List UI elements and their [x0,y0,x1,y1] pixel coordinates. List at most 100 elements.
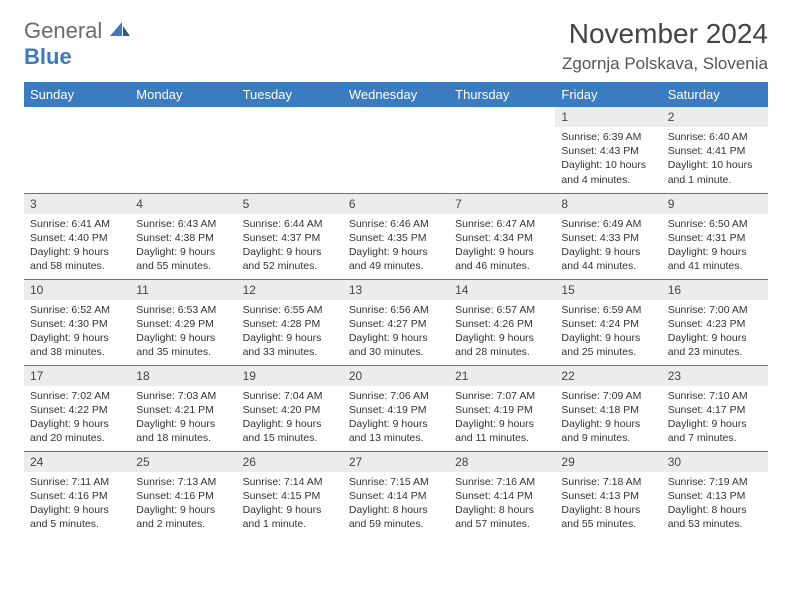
sunset-text: Sunset: 4:34 PM [455,231,549,245]
sunset-text: Sunset: 4:38 PM [136,231,230,245]
daylight-text: Daylight: 9 hours and 55 minutes. [136,245,230,273]
calendar-day-cell [449,107,555,193]
calendar-day-cell [24,107,130,193]
calendar-day-cell: 1Sunrise: 6:39 AMSunset: 4:43 PMDaylight… [555,107,661,193]
daylight-text: Daylight: 9 hours and 20 minutes. [30,417,124,445]
day-data: Sunrise: 7:19 AMSunset: 4:13 PMDaylight:… [662,472,768,536]
day-number: 1 [555,107,661,127]
day-number: 25 [130,452,236,472]
calendar-day-cell: 4Sunrise: 6:43 AMSunset: 4:38 PMDaylight… [130,193,236,279]
day-number: 3 [24,194,130,214]
calendar-day-cell: 7Sunrise: 6:47 AMSunset: 4:34 PMDaylight… [449,193,555,279]
daylight-text: Daylight: 9 hours and 13 minutes. [349,417,443,445]
day-number: 28 [449,452,555,472]
daylight-text: Daylight: 8 hours and 53 minutes. [668,503,762,531]
calendar-day-cell: 15Sunrise: 6:59 AMSunset: 4:24 PMDayligh… [555,279,661,365]
day-number: 4 [130,194,236,214]
daylight-text: Daylight: 9 hours and 2 minutes. [136,503,230,531]
daylight-text: Daylight: 9 hours and 52 minutes. [243,245,337,273]
daylight-text: Daylight: 9 hours and 7 minutes. [668,417,762,445]
sunset-text: Sunset: 4:40 PM [30,231,124,245]
calendar-body: 1Sunrise: 6:39 AMSunset: 4:43 PMDaylight… [24,107,768,537]
month-title: November 2024 [562,18,768,50]
calendar-day-cell: 16Sunrise: 7:00 AMSunset: 4:23 PMDayligh… [662,279,768,365]
sunrise-text: Sunrise: 7:16 AM [455,475,549,489]
sunrise-text: Sunrise: 6:59 AM [561,303,655,317]
sunset-text: Sunset: 4:41 PM [668,144,762,158]
daylight-text: Daylight: 8 hours and 59 minutes. [349,503,443,531]
day-data: Sunrise: 7:03 AMSunset: 4:21 PMDaylight:… [130,386,236,450]
day-number: 30 [662,452,768,472]
sunset-text: Sunset: 4:19 PM [455,403,549,417]
sunrise-text: Sunrise: 7:13 AM [136,475,230,489]
sunrise-text: Sunrise: 6:57 AM [455,303,549,317]
sunset-text: Sunset: 4:26 PM [455,317,549,331]
calendar-day-cell: 24Sunrise: 7:11 AMSunset: 4:16 PMDayligh… [24,451,130,537]
day-number: 19 [237,366,343,386]
calendar-day-cell: 28Sunrise: 7:16 AMSunset: 4:14 PMDayligh… [449,451,555,537]
calendar-table: Sunday Monday Tuesday Wednesday Thursday… [24,82,768,537]
day-data: Sunrise: 6:55 AMSunset: 4:28 PMDaylight:… [237,300,343,364]
day-data: Sunrise: 6:43 AMSunset: 4:38 PMDaylight:… [130,214,236,278]
sunrise-text: Sunrise: 6:55 AM [243,303,337,317]
weekday-header: Thursday [449,82,555,107]
calendar-day-cell [343,107,449,193]
day-number: 16 [662,280,768,300]
day-number: 9 [662,194,768,214]
location: Zgornja Polskava, Slovenia [562,54,768,74]
day-number: 5 [237,194,343,214]
calendar-day-cell: 2Sunrise: 6:40 AMSunset: 4:41 PMDaylight… [662,107,768,193]
calendar-week-row: 10Sunrise: 6:52 AMSunset: 4:30 PMDayligh… [24,279,768,365]
weekday-header: Monday [130,82,236,107]
day-number: 20 [343,366,449,386]
daylight-text: Daylight: 10 hours and 1 minute. [668,158,762,186]
daylight-text: Daylight: 9 hours and 11 minutes. [455,417,549,445]
day-data: Sunrise: 6:56 AMSunset: 4:27 PMDaylight:… [343,300,449,364]
sunrise-text: Sunrise: 6:49 AM [561,217,655,231]
logo: General Blue [24,18,130,70]
sunset-text: Sunset: 4:33 PM [561,231,655,245]
sunset-text: Sunset: 4:14 PM [455,489,549,503]
sunset-text: Sunset: 4:43 PM [561,144,655,158]
daylight-text: Daylight: 9 hours and 38 minutes. [30,331,124,359]
calendar-day-cell: 27Sunrise: 7:15 AMSunset: 4:14 PMDayligh… [343,451,449,537]
sunrise-text: Sunrise: 6:52 AM [30,303,124,317]
calendar-day-cell: 6Sunrise: 6:46 AMSunset: 4:35 PMDaylight… [343,193,449,279]
sunrise-text: Sunrise: 7:19 AM [668,475,762,489]
sunrise-text: Sunrise: 7:11 AM [30,475,124,489]
day-data: Sunrise: 7:11 AMSunset: 4:16 PMDaylight:… [24,472,130,536]
daylight-text: Daylight: 9 hours and 44 minutes. [561,245,655,273]
sunset-text: Sunset: 4:14 PM [349,489,443,503]
day-number: 11 [130,280,236,300]
calendar-week-row: 1Sunrise: 6:39 AMSunset: 4:43 PMDaylight… [24,107,768,193]
sunset-text: Sunset: 4:16 PM [30,489,124,503]
day-number: 12 [237,280,343,300]
calendar-day-cell: 21Sunrise: 7:07 AMSunset: 4:19 PMDayligh… [449,365,555,451]
calendar-day-cell: 17Sunrise: 7:02 AMSunset: 4:22 PMDayligh… [24,365,130,451]
day-data: Sunrise: 7:10 AMSunset: 4:17 PMDaylight:… [662,386,768,450]
calendar-day-cell: 30Sunrise: 7:19 AMSunset: 4:13 PMDayligh… [662,451,768,537]
daylight-text: Daylight: 8 hours and 55 minutes. [561,503,655,531]
day-data: Sunrise: 6:59 AMSunset: 4:24 PMDaylight:… [555,300,661,364]
sunset-text: Sunset: 4:30 PM [30,317,124,331]
calendar-day-cell: 9Sunrise: 6:50 AMSunset: 4:31 PMDaylight… [662,193,768,279]
day-number: 27 [343,452,449,472]
calendar-day-cell: 18Sunrise: 7:03 AMSunset: 4:21 PMDayligh… [130,365,236,451]
day-data: Sunrise: 6:50 AMSunset: 4:31 PMDaylight:… [662,214,768,278]
sunrise-text: Sunrise: 6:56 AM [349,303,443,317]
day-data: Sunrise: 7:15 AMSunset: 4:14 PMDaylight:… [343,472,449,536]
sunset-text: Sunset: 4:13 PM [668,489,762,503]
sunset-text: Sunset: 4:24 PM [561,317,655,331]
day-data: Sunrise: 7:09 AMSunset: 4:18 PMDaylight:… [555,386,661,450]
day-data: Sunrise: 6:39 AMSunset: 4:43 PMDaylight:… [555,127,661,191]
daylight-text: Daylight: 9 hours and 9 minutes. [561,417,655,445]
sunset-text: Sunset: 4:21 PM [136,403,230,417]
daylight-text: Daylight: 9 hours and 41 minutes. [668,245,762,273]
calendar-page: General Blue November 2024 Zgornja Polsk… [0,0,792,537]
daylight-text: Daylight: 9 hours and 35 minutes. [136,331,230,359]
daylight-text: Daylight: 9 hours and 46 minutes. [455,245,549,273]
day-data: Sunrise: 6:47 AMSunset: 4:34 PMDaylight:… [449,214,555,278]
calendar-day-cell: 8Sunrise: 6:49 AMSunset: 4:33 PMDaylight… [555,193,661,279]
day-data: Sunrise: 7:14 AMSunset: 4:15 PMDaylight:… [237,472,343,536]
day-number: 13 [343,280,449,300]
